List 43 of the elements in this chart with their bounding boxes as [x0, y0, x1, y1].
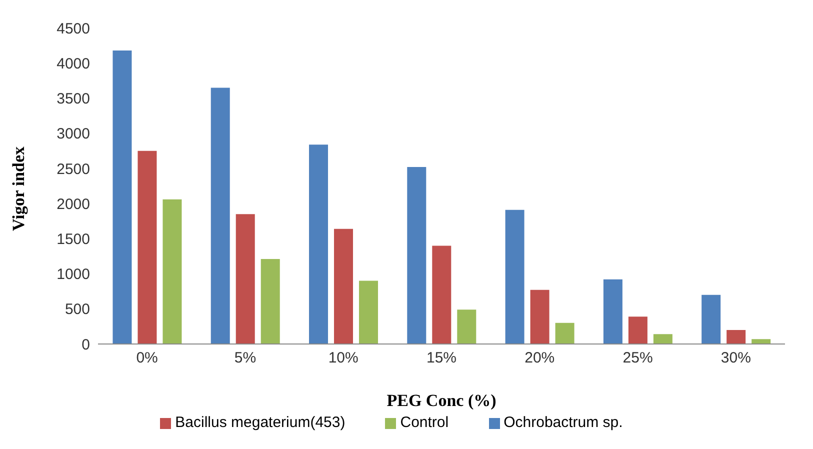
bar: [702, 294, 721, 344]
bar: [432, 246, 452, 344]
bar: [334, 228, 354, 344]
bar: [653, 334, 672, 344]
y-tick-label: 1500: [56, 230, 90, 248]
x-tick-label: 10%: [328, 350, 358, 367]
bar: [236, 214, 255, 344]
y-tick-label: 3000: [56, 126, 90, 143]
x-tick-label: 0%: [136, 350, 158, 367]
bar: [505, 210, 524, 344]
legend-label: Control: [400, 414, 449, 431]
bar: [457, 310, 476, 344]
x-tick-label: 25%: [622, 350, 653, 367]
x-tick-label: 30%: [720, 350, 751, 367]
y-tick-label: 2500: [56, 160, 90, 178]
bar: [210, 88, 230, 344]
bar: [112, 50, 132, 344]
y-tick-label: 0: [82, 336, 90, 354]
y-tick-label: 1000: [56, 266, 90, 284]
y-axis-title: Vigor index: [9, 146, 28, 231]
bar: [555, 322, 574, 344]
x-tick-label: 20%: [524, 350, 555, 367]
legend-label: Bacillus megaterium(453): [175, 414, 346, 431]
x-tick-label: 15%: [426, 350, 457, 367]
y-tick-label: 4000: [56, 55, 90, 72]
legend-label: Ochrobactrum sp.: [504, 414, 623, 431]
bar: [359, 280, 378, 344]
bar: [752, 339, 771, 344]
x-tick-label: 5%: [234, 350, 256, 367]
bar: [530, 290, 550, 344]
bar: [603, 279, 622, 344]
bar: [726, 330, 746, 344]
bar: [309, 144, 328, 344]
bar: [260, 259, 280, 344]
bar: [407, 167, 426, 344]
y-tick-label: 2000: [56, 196, 90, 213]
y-tick-label: 3500: [56, 90, 90, 108]
bar: [162, 199, 182, 344]
bar: [628, 316, 648, 344]
y-tick-label: 500: [64, 301, 90, 318]
bar: [138, 150, 157, 344]
x-axis-title: PEG Conc (%): [386, 391, 496, 410]
y-tick-label: 4500: [56, 20, 90, 38]
